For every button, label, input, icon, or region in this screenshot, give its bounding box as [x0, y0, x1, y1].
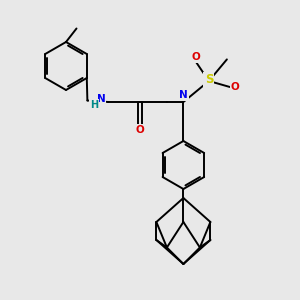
Text: H: H [90, 100, 98, 110]
Text: O: O [231, 82, 240, 92]
Text: N: N [97, 94, 105, 104]
Text: S: S [205, 73, 213, 86]
Text: O: O [136, 125, 144, 135]
Text: N: N [179, 90, 188, 100]
Text: O: O [192, 52, 201, 62]
